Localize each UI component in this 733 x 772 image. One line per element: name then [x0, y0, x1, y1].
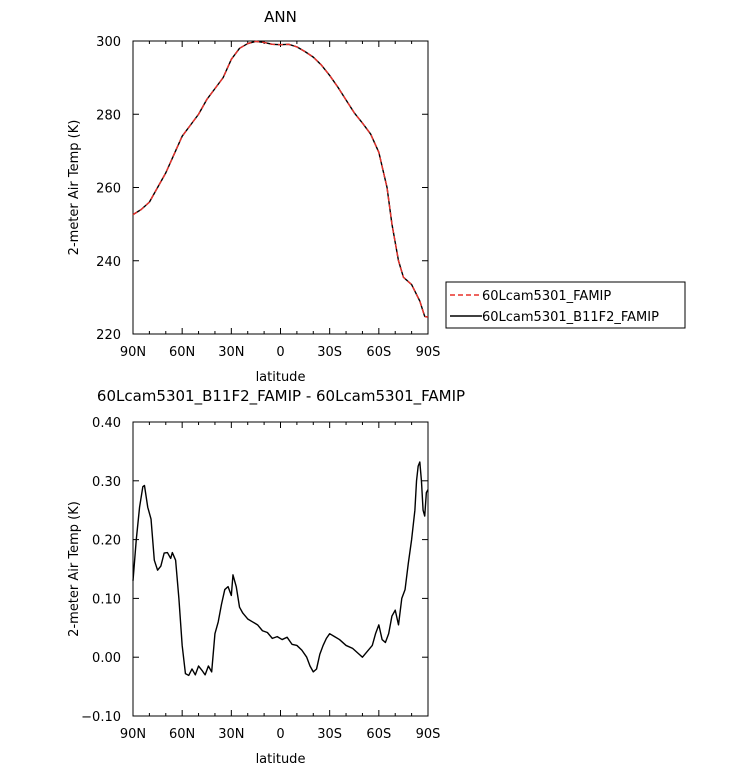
y-tick-label: 280: [96, 108, 121, 123]
x-tick-label: 60S: [366, 345, 391, 360]
y-tick-label: 0.10: [92, 592, 121, 607]
bottom-axis-ticks: 90N 60N 30N 0 30S 60S 90S −0.10 0.00 0.10 0.20 0.30…: [81, 416, 440, 742]
bottom-y-axis-title: 2-meter Air Temp (K): [67, 501, 82, 637]
legend: 60Lcam5301_FAMIP 60Lcam5301_B11F2_FAMIP: [445, 281, 686, 329]
top-plot-frame: [132, 40, 429, 335]
y-tick-label: 220: [96, 328, 121, 343]
y-tick-label: 300: [96, 35, 121, 50]
series-line-60lcam5301-b11f2-famip: [132, 40, 429, 318]
top-y-axis-title: 2-meter Air Temp (K): [67, 120, 82, 256]
x-tick-label: 90S: [416, 727, 441, 742]
bottom-series-lines: [132, 461, 429, 677]
bottom-panel: 60Lcam5301_B11F2_FAMIP - 60Lcam5301_FAMI…: [67, 387, 465, 767]
y-tick-label: 0.00: [92, 651, 121, 666]
legend-label-famip: 60Lcam5301_FAMIP: [482, 289, 611, 304]
x-tick-label: 0: [276, 345, 284, 360]
x-tick-label: 30S: [317, 345, 342, 360]
x-tick-label: 30N: [218, 345, 244, 360]
legend-label-b11f2-famip: 60Lcam5301_B11F2_FAMIP: [482, 310, 659, 325]
x-tick-label: 60N: [169, 345, 195, 360]
bottom-x-axis-title: latitude: [256, 752, 306, 767]
x-tick-label: 60N: [169, 727, 195, 742]
series-line-difference: [132, 461, 429, 677]
x-tick-label: 60S: [366, 727, 391, 742]
y-tick-label: −0.10: [81, 710, 121, 725]
y-tick-label: 260: [96, 182, 121, 197]
x-tick-label: 30S: [317, 727, 342, 742]
legend-box: [445, 281, 686, 329]
x-tick-label: 0: [276, 727, 284, 742]
y-tick-label: 0.20: [92, 534, 121, 549]
bottom-plot-frame: [132, 421, 429, 717]
y-tick-label: 0.30: [92, 475, 121, 490]
top-x-axis-title: latitude: [256, 370, 306, 385]
x-tick-label: 90S: [416, 345, 441, 360]
x-tick-label: 30N: [218, 727, 244, 742]
top-panel: ANN 90N 60N 30N 0 30S 60S 90S 220 240 260 280 300 l…: [67, 8, 440, 385]
y-tick-label: 0.40: [92, 416, 121, 431]
top-panel-title: ANN: [264, 8, 297, 26]
y-tick-label: 240: [96, 255, 121, 270]
x-tick-label: 90N: [120, 727, 146, 742]
x-tick-label: 90N: [120, 345, 146, 360]
series-line-60lcam5301-famip: [132, 40, 429, 318]
top-series-lines: [132, 40, 429, 318]
bottom-panel-title: 60Lcam5301_B11F2_FAMIP - 60Lcam5301_FAMI…: [97, 387, 465, 406]
